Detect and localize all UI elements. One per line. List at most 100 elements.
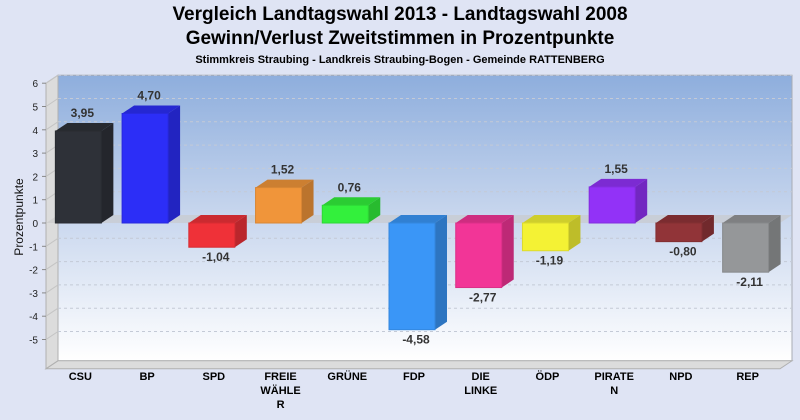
- grid-line-wall: [45, 261, 59, 271]
- bar-top: [522, 215, 581, 223]
- value-labels: 3,95 4,70 -1,04 1,52 0,76 -4,58 -2,77 -1,19 1,55…: [71, 88, 764, 346]
- value-label: 3,95: [71, 106, 95, 120]
- y-tick-label: 2: [32, 172, 38, 183]
- value-label: 1,55: [605, 162, 629, 176]
- bar-front: [121, 112, 169, 224]
- y-tick-label: 4: [32, 126, 38, 137]
- grid-line-wall: [45, 74, 59, 84]
- bar: [722, 215, 781, 273]
- bar-side: [301, 179, 314, 223]
- bar-front: [521, 222, 569, 252]
- bar: [54, 122, 114, 224]
- bar: [588, 178, 648, 224]
- x-axis-label: ÖDP: [536, 370, 560, 383]
- y-tick-label: -3: [29, 289, 38, 300]
- y-tick-label: 3: [32, 149, 38, 160]
- value-label: -2,11: [736, 275, 763, 289]
- bar-side: [234, 215, 247, 248]
- bar: [388, 215, 447, 331]
- x-axis-label: REP: [736, 371, 759, 383]
- value-label: -0,80: [669, 245, 697, 259]
- x-axis-label: GRÜNE: [327, 370, 367, 383]
- grid-line-wall: [45, 307, 59, 317]
- value-label: -4,58: [402, 333, 430, 347]
- x-axis-label: BP: [139, 371, 154, 383]
- bar: [455, 215, 514, 289]
- bar-front: [655, 222, 703, 243]
- bar-top: [455, 215, 514, 223]
- bar-front: [388, 222, 436, 331]
- bar-top: [389, 215, 447, 223]
- bar-side: [701, 215, 714, 242]
- bar-side: [168, 105, 181, 223]
- bar: [188, 215, 247, 248]
- bar-front: [188, 222, 236, 248]
- value-label: -1,19: [536, 254, 564, 268]
- bar-front: [455, 222, 503, 289]
- x-axis-label: SPD: [203, 371, 226, 383]
- x-axis-label: N: [610, 385, 618, 397]
- grid-line-wall: [45, 284, 59, 294]
- bar-top: [122, 105, 181, 114]
- chart-title-line1: Vergleich Landtagswahl 2013 - Landtagswa…: [172, 4, 628, 25]
- bars: [54, 105, 781, 331]
- bar-top: [322, 197, 381, 206]
- bar-side: [101, 122, 114, 223]
- chart-subtitle: Stimmkreis Straubing - Landkreis Straubi…: [195, 54, 605, 66]
- y-tick-label: -1: [29, 242, 38, 253]
- bar-front: [722, 222, 770, 273]
- x-axis-label: LINKE: [464, 385, 497, 397]
- y-axis-ticks: 6 5 4 3 2 1 0 -1 -2 -3 -4 -5: [29, 79, 46, 347]
- bar: [121, 105, 181, 224]
- bar-side: [501, 215, 514, 288]
- bar-side: [435, 215, 447, 330]
- x-axis-label: R: [277, 399, 285, 411]
- x-axis-label: FREIE: [264, 371, 296, 383]
- grid-line-wall: [45, 331, 59, 340]
- value-label: -2,77: [469, 291, 497, 305]
- bar-top: [589, 178, 648, 187]
- bar-front: [54, 130, 102, 224]
- bar-side: [568, 215, 581, 251]
- x-axis-label: NPD: [669, 371, 692, 383]
- value-label: 0,76: [338, 180, 362, 194]
- x-axis-label: PIRATE: [594, 371, 634, 383]
- y-tick-label: -2: [29, 266, 38, 277]
- grid-line-wall: [45, 237, 59, 247]
- bar: [255, 179, 314, 224]
- bar-front: [588, 186, 636, 224]
- floor: [44, 360, 794, 370]
- value-label: 1,52: [271, 163, 295, 177]
- bar: [655, 215, 714, 243]
- y-tick-label: 0: [32, 219, 38, 230]
- y-axis-label: Prozentpunkte: [12, 178, 26, 256]
- y-tick-label: -5: [29, 336, 38, 347]
- chart-title-line2: Gewinn/Verlust Zweitstimmen in Prozentpu…: [185, 28, 615, 49]
- bar: [521, 215, 581, 252]
- bar-front: [321, 204, 369, 224]
- y-tick-label: 6: [32, 79, 38, 90]
- y-tick-label: 1: [32, 196, 38, 207]
- y-tick-label: 5: [32, 103, 38, 114]
- value-label: 4,70: [137, 88, 161, 102]
- grid-line-wall: [45, 98, 59, 107]
- bar-top: [722, 215, 781, 223]
- x-axis-label: CSU: [69, 371, 92, 383]
- bar-top: [188, 215, 247, 223]
- bar-side: [368, 197, 381, 223]
- bar-top: [655, 215, 714, 223]
- bar-side: [635, 178, 648, 223]
- bar-side: [768, 215, 781, 273]
- bar-front: [255, 187, 303, 224]
- x-axis-label: WÄHLE: [260, 384, 300, 397]
- x-axis-label: DIE: [472, 371, 490, 383]
- x-axis-label: FDP: [403, 371, 425, 383]
- value-label: -1,04: [202, 250, 230, 264]
- y-tick-label: -4: [29, 312, 38, 323]
- bar: [321, 197, 381, 224]
- bar-top: [255, 179, 314, 188]
- bar-top: [55, 122, 114, 131]
- grid-line-wall: [45, 121, 59, 131]
